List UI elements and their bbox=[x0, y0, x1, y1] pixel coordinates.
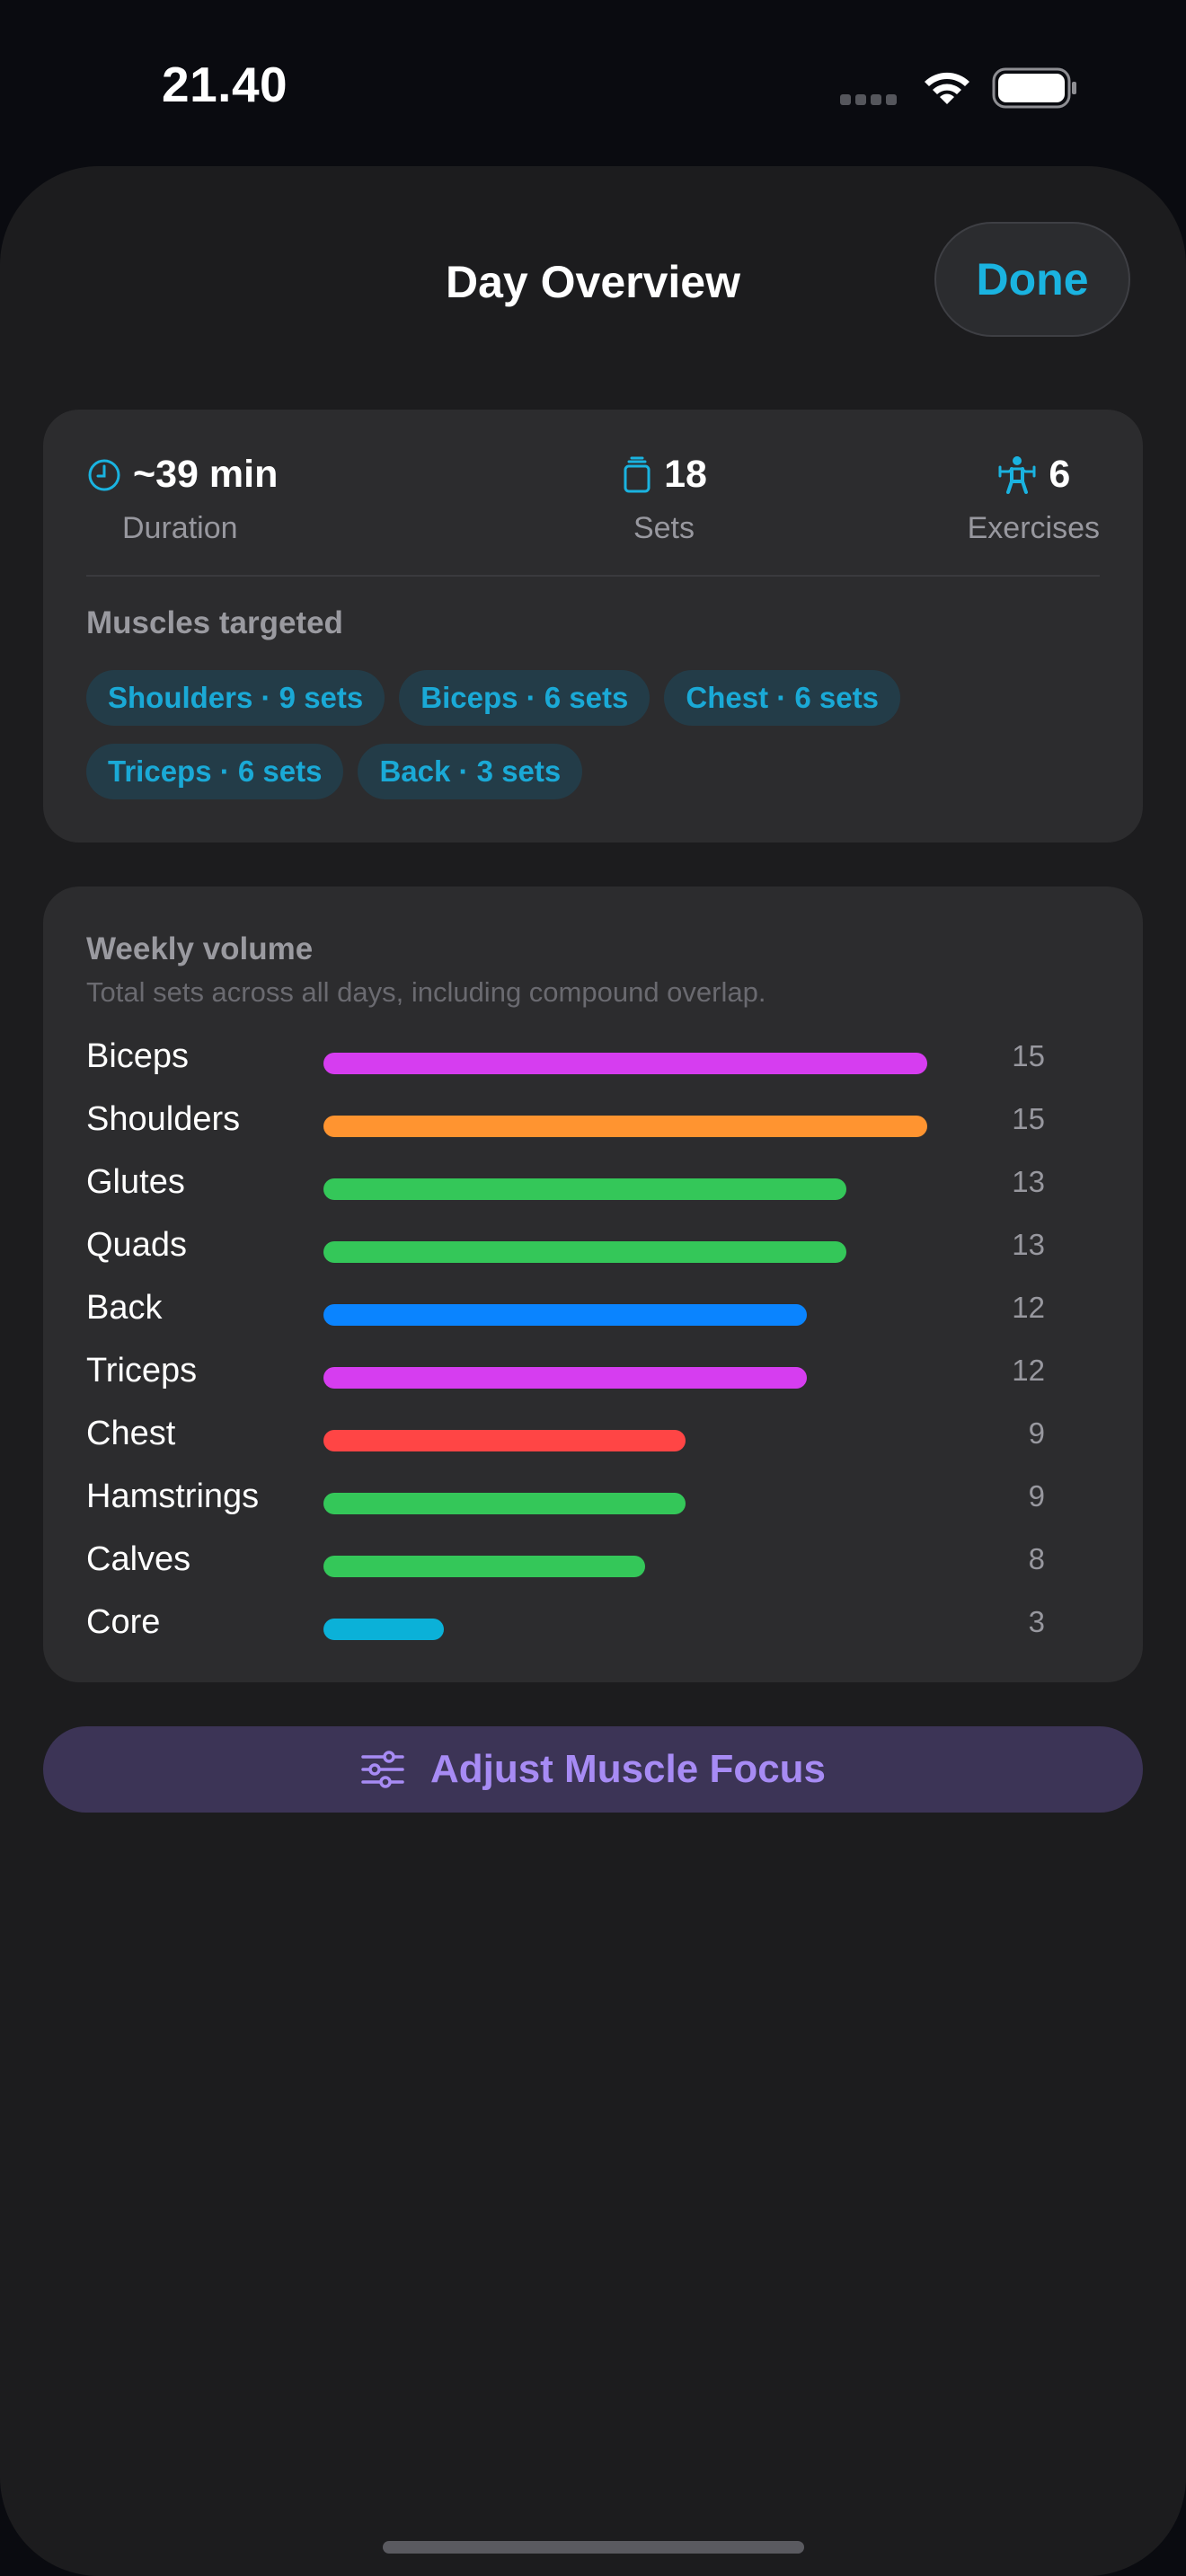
status-time: 21.40 bbox=[162, 57, 288, 112]
volume-row-label: Triceps bbox=[86, 1352, 198, 1389]
volume-row-value: 13 bbox=[1012, 1228, 1045, 1261]
adjust-muscle-focus-button[interactable]: Adjust Muscle Focus bbox=[43, 1726, 1143, 1813]
volume-bar bbox=[323, 1116, 927, 1137]
volume-row-value: 15 bbox=[1012, 1102, 1045, 1135]
volume-row-label: Calves bbox=[86, 1540, 191, 1578]
wifi-icon bbox=[918, 65, 976, 112]
weekly-volume-title: Weekly volume bbox=[86, 931, 314, 966]
volume-row: Hamstrings 9 bbox=[43, 1472, 1143, 1535]
clock-icon bbox=[88, 459, 120, 490]
volume-row-value: 8 bbox=[1028, 1542, 1045, 1575]
volume-bar bbox=[323, 1430, 686, 1451]
exercises-value: 6 bbox=[1049, 453, 1071, 496]
exercises-stat: 6 Exercises bbox=[968, 453, 1100, 546]
duration-value: ~39 min bbox=[133, 453, 279, 496]
duration-stat: ~39 min Duration bbox=[86, 453, 278, 546]
muscle-chip: Biceps · 6 sets bbox=[399, 670, 651, 726]
volume-row-label: Shoulders bbox=[86, 1100, 241, 1138]
status-bar: 21.40 bbox=[0, 0, 1186, 171]
done-button[interactable]: Done bbox=[934, 222, 1130, 337]
volume-bar bbox=[323, 1556, 646, 1577]
sliders-icon bbox=[361, 1751, 404, 1788]
volume-row-value: 13 bbox=[1012, 1165, 1045, 1198]
volume-bar bbox=[323, 1241, 847, 1263]
volume-row: Triceps 12 bbox=[43, 1346, 1143, 1409]
volume-row-label: Glutes bbox=[86, 1163, 185, 1201]
volume-bar bbox=[323, 1178, 847, 1200]
volume-row: Chest 9 bbox=[43, 1409, 1143, 1472]
volume-row: Calves 8 bbox=[43, 1535, 1143, 1598]
muscle-chip: Triceps · 6 sets bbox=[86, 744, 344, 799]
volume-row: Back 12 bbox=[43, 1284, 1143, 1346]
exercises-label: Exercises bbox=[967, 511, 1100, 545]
volume-row: Glutes 13 bbox=[43, 1158, 1143, 1221]
weekly-volume-subtitle: Total sets across all days, including co… bbox=[86, 976, 766, 1008]
volume-row-label: Hamstrings bbox=[86, 1478, 260, 1515]
cellular-signal-icon bbox=[840, 93, 901, 110]
volume-bar bbox=[323, 1053, 927, 1074]
volume-rows: Biceps 15 Shoulders 15 Glutes 13 Quads 13 Ba… bbox=[43, 1032, 1143, 1661]
volume-row: Shoulders 15 bbox=[43, 1095, 1143, 1158]
volume-bar bbox=[323, 1619, 445, 1640]
volume-bar bbox=[323, 1367, 807, 1389]
weekly-volume-card: Weekly volume Total sets across all days… bbox=[43, 887, 1143, 1682]
divider bbox=[86, 575, 1100, 577]
sets-stat: 18 Sets bbox=[580, 453, 748, 546]
sets-icon bbox=[624, 456, 651, 492]
volume-row-value: 9 bbox=[1028, 1479, 1045, 1513]
muscle-chips: Shoulders · 9 sets Biceps · 6 sets Chest ·… bbox=[86, 670, 1111, 817]
muscle-chip: Shoulders · 9 sets bbox=[86, 670, 385, 726]
summary-card: ~39 min Duration 18 Sets 6 Exercises Mus… bbox=[43, 410, 1143, 842]
sets-value: 18 bbox=[664, 453, 707, 496]
volume-row-value: 12 bbox=[1012, 1354, 1045, 1387]
muscles-targeted-title: Muscles targeted bbox=[86, 605, 343, 640]
muscle-chip: Back · 3 sets bbox=[358, 744, 583, 799]
adjust-button-label: Adjust Muscle Focus bbox=[429, 1747, 827, 1791]
volume-bar bbox=[323, 1304, 807, 1326]
volume-row-value: 12 bbox=[1012, 1291, 1045, 1324]
volume-row-value: 15 bbox=[1012, 1039, 1045, 1072]
volume-row-label: Chest bbox=[86, 1415, 176, 1452]
volume-row: Biceps 15 bbox=[43, 1032, 1143, 1095]
volume-bar bbox=[323, 1493, 686, 1514]
volume-row-value: 9 bbox=[1028, 1416, 1045, 1450]
home-indicator bbox=[383, 2541, 804, 2554]
volume-row-value: 3 bbox=[1028, 1605, 1045, 1638]
volume-row-label: Core bbox=[86, 1603, 161, 1641]
volume-row-label: Quads bbox=[86, 1226, 187, 1264]
volume-row-label: Back bbox=[86, 1289, 163, 1327]
battery-icon bbox=[992, 66, 1078, 114]
duration-label: Duration bbox=[122, 511, 238, 545]
volume-row: Core 3 bbox=[43, 1598, 1143, 1661]
sheet-title: Day Overview bbox=[446, 257, 740, 307]
volume-row: Quads 13 bbox=[43, 1221, 1143, 1284]
exercise-figure-icon bbox=[998, 455, 1036, 494]
muscle-chip: Chest · 6 sets bbox=[664, 670, 900, 726]
sets-label: Sets bbox=[633, 511, 695, 545]
volume-row-label: Biceps bbox=[86, 1037, 190, 1075]
